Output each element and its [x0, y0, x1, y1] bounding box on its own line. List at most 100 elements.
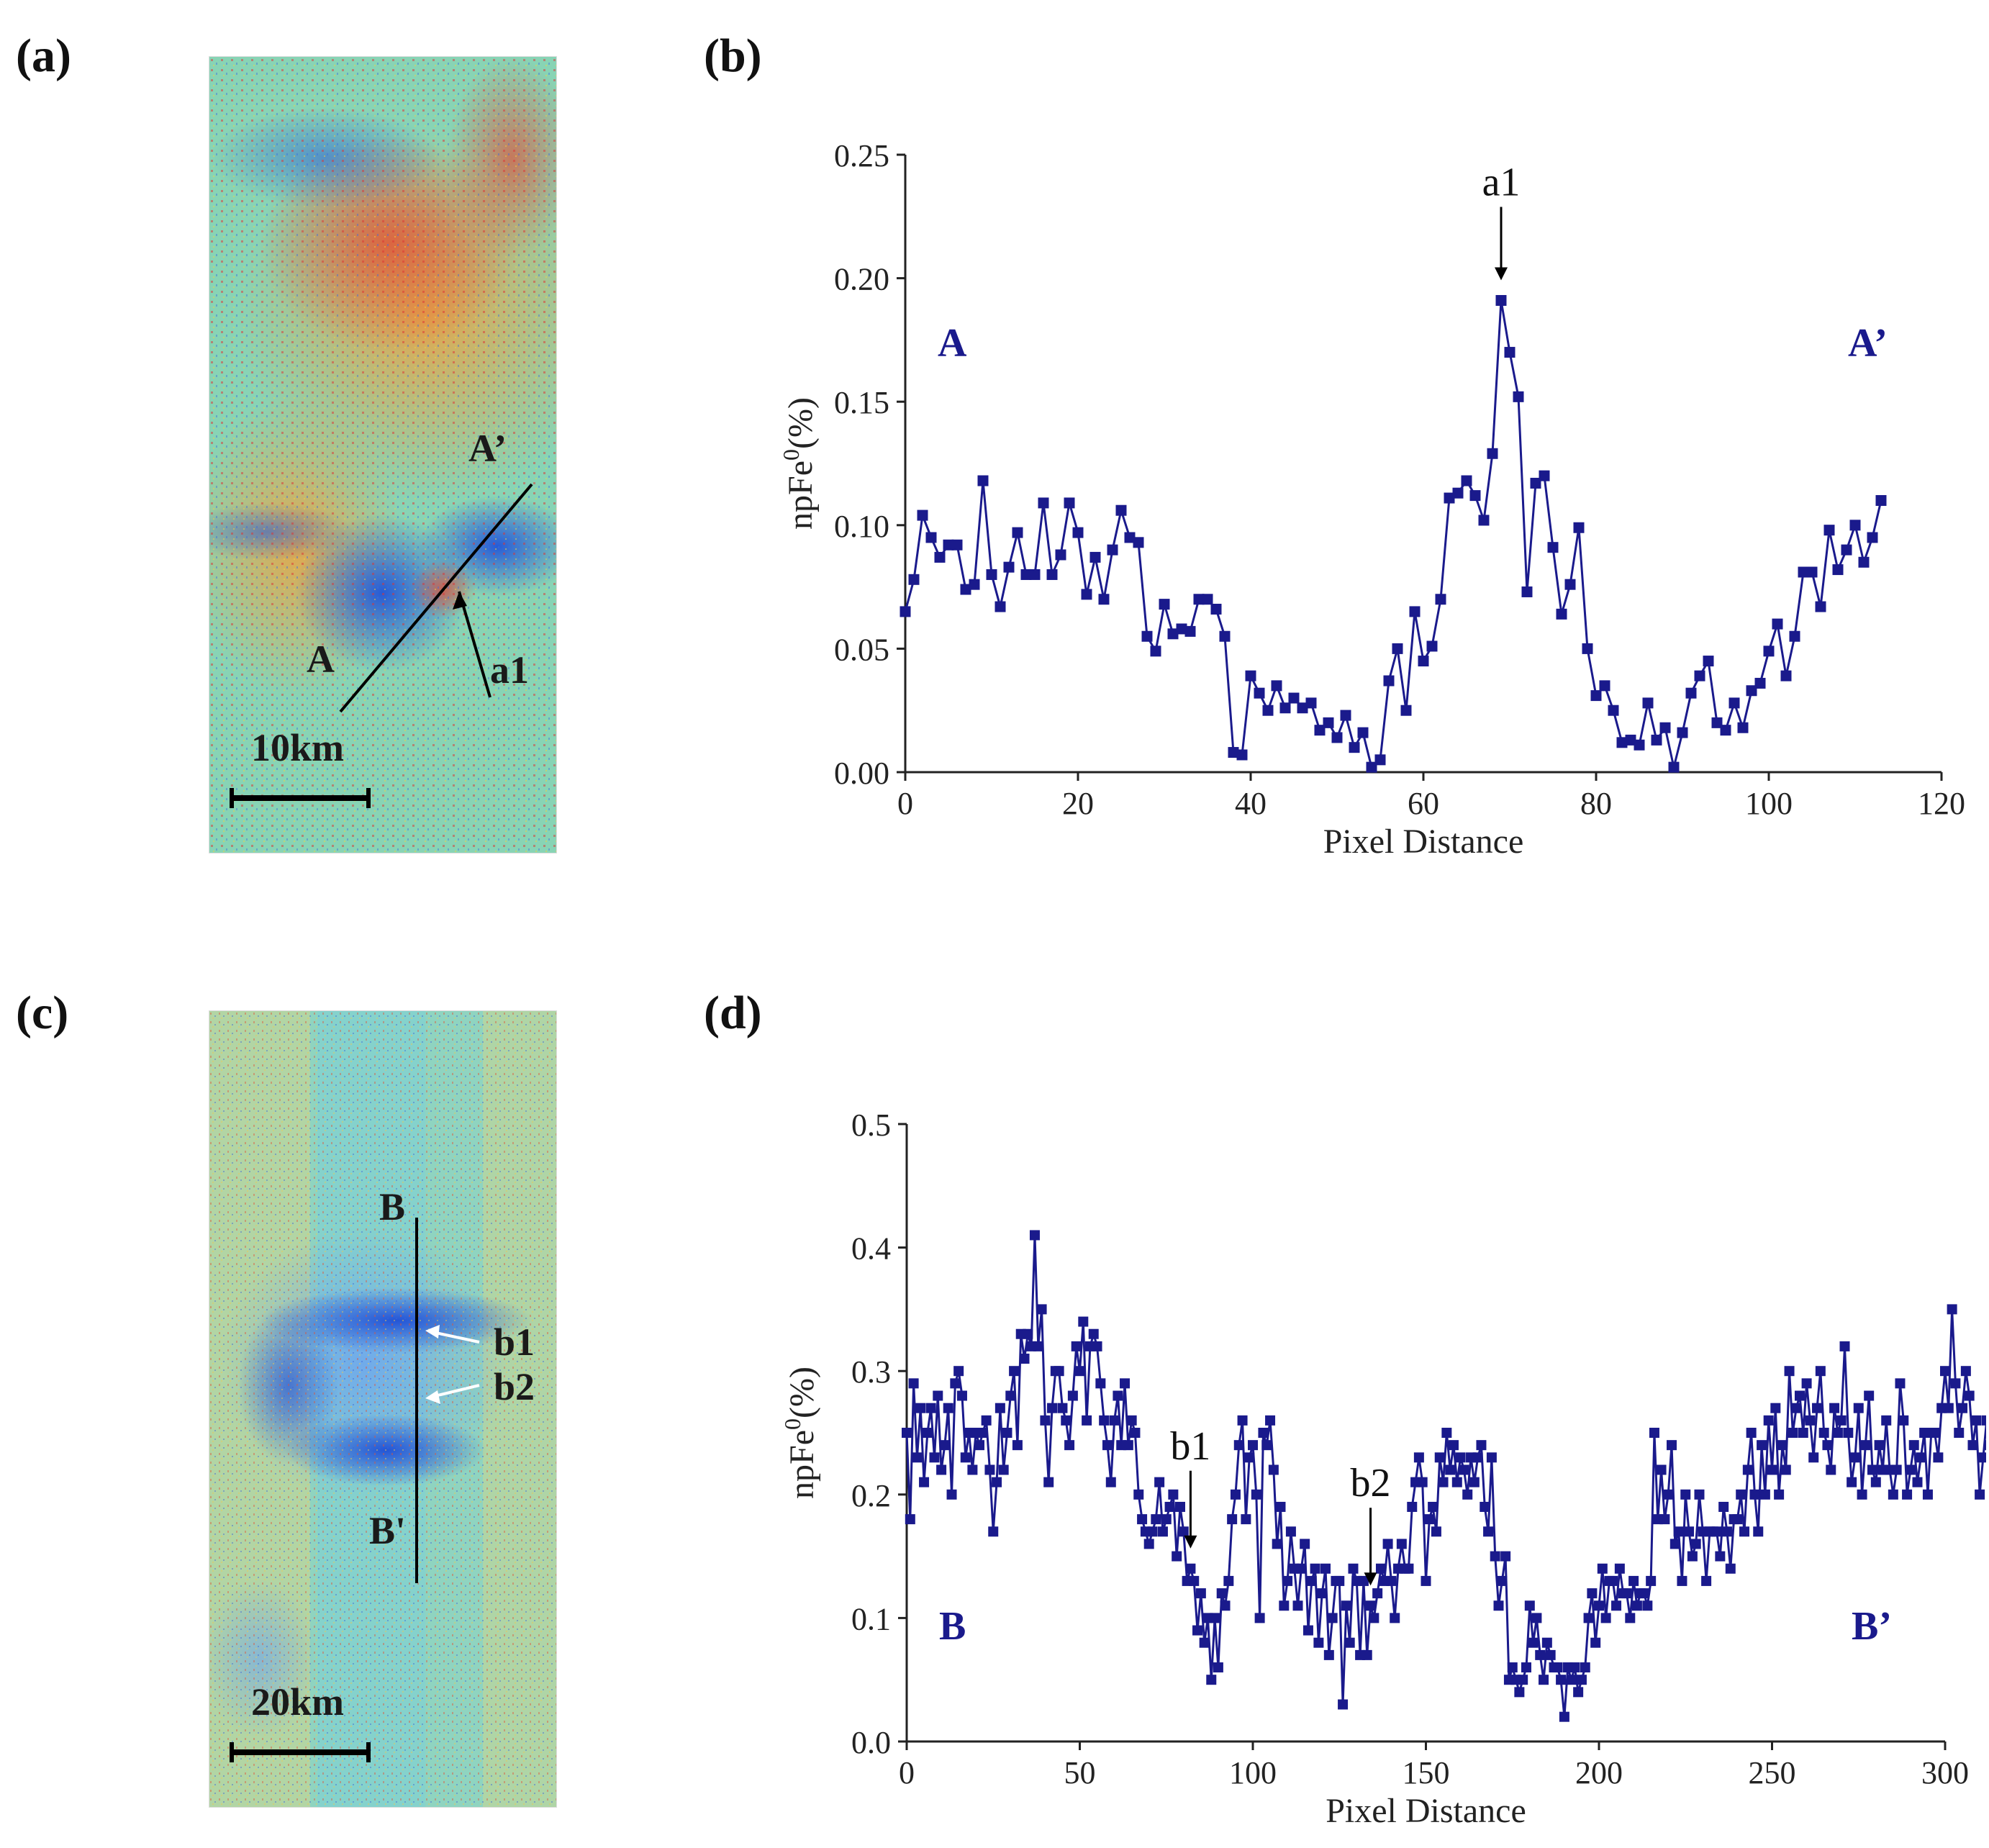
data-point	[1161, 1514, 1172, 1525]
data-point	[1099, 1415, 1110, 1426]
data-point	[1908, 1440, 1919, 1451]
data-point	[1812, 1403, 1823, 1413]
data-point	[1413, 1452, 1424, 1463]
data-point	[1271, 680, 1282, 692]
data-point	[1310, 1563, 1320, 1574]
data-point	[1262, 705, 1274, 716]
x-tick-label: 0	[899, 1755, 915, 1790]
data-point	[1184, 625, 1196, 637]
data-point	[1426, 640, 1438, 652]
data-point	[1841, 544, 1852, 556]
data-point	[1057, 1403, 1068, 1413]
data-point	[951, 539, 963, 551]
data-point	[1801, 1378, 1812, 1389]
data-point	[1323, 717, 1334, 728]
data-point	[1684, 1526, 1695, 1537]
data-point	[1055, 549, 1066, 561]
data-point	[1300, 1539, 1310, 1549]
data-point	[1847, 1477, 1857, 1487]
data-point	[1193, 594, 1205, 605]
data-point	[1950, 1378, 1961, 1389]
data-point	[1282, 1575, 1293, 1586]
data-point	[1033, 1341, 1043, 1351]
data-point	[1245, 670, 1256, 681]
data-point	[1753, 1526, 1764, 1537]
data-point	[1396, 1539, 1407, 1549]
data-point	[953, 1366, 964, 1377]
corner-label-start: B	[939, 1604, 966, 1649]
annotation-arrowhead	[1184, 1535, 1197, 1549]
data-point	[1448, 1440, 1459, 1451]
data-point	[1849, 520, 1861, 531]
data-point	[1438, 1477, 1449, 1487]
y-tick-label: 0.4	[851, 1231, 891, 1267]
data-point	[1806, 566, 1818, 578]
data-point	[1248, 1440, 1258, 1451]
data-point	[1071, 1341, 1082, 1351]
x-axis-label: Pixel Distance	[1323, 823, 1524, 861]
data-point	[936, 1464, 947, 1475]
data-point	[1047, 1403, 1058, 1413]
data-point	[1126, 1415, 1137, 1426]
data-point	[1228, 747, 1239, 758]
data-point	[1573, 1687, 1584, 1698]
y-tick-label: 0.05	[834, 632, 889, 667]
data-point	[1357, 727, 1369, 738]
data-point	[1334, 1575, 1345, 1586]
data-point	[1677, 1575, 1687, 1586]
data-point	[1922, 1489, 1933, 1500]
data-point	[1023, 1328, 1033, 1339]
data-point	[1667, 1440, 1677, 1451]
data-point	[1451, 1477, 1462, 1487]
data-point	[1306, 1575, 1317, 1586]
data-point	[902, 1428, 912, 1438]
data-point	[1275, 1501, 1286, 1512]
data-point	[981, 1415, 992, 1426]
map-c-start-label: B	[379, 1185, 405, 1228]
data-point	[925, 532, 937, 543]
data-point	[1960, 1366, 1971, 1377]
data-point	[1244, 1452, 1255, 1463]
data-point	[1061, 1415, 1071, 1426]
data-point	[1486, 1452, 1497, 1463]
data-point	[1826, 1464, 1836, 1475]
data-point	[1220, 1600, 1231, 1611]
data-point	[1383, 675, 1395, 687]
data-point	[1480, 1501, 1490, 1512]
data-point	[1867, 1464, 1877, 1475]
data-point	[1933, 1452, 1944, 1463]
data-point	[1358, 1575, 1369, 1586]
data-point	[925, 1403, 936, 1413]
data-point	[960, 584, 971, 595]
data-point	[1746, 1428, 1757, 1438]
data-point	[1576, 1675, 1587, 1685]
data-point	[1649, 1428, 1659, 1438]
data-point	[1327, 1613, 1338, 1623]
data-point	[1594, 1600, 1604, 1611]
data-point	[1082, 1415, 1092, 1426]
x-tick-label: 50	[1064, 1755, 1096, 1790]
data-point	[1172, 1551, 1182, 1562]
data-point	[1241, 1514, 1251, 1525]
data-point	[1279, 1600, 1290, 1611]
data-point	[1628, 1575, 1639, 1586]
data-point	[1392, 643, 1403, 654]
data-point	[1718, 1501, 1729, 1512]
data-point	[1539, 470, 1550, 481]
data-point	[1685, 687, 1697, 699]
x-tick-label: 200	[1575, 1755, 1623, 1790]
data-point	[1272, 1539, 1282, 1549]
data-point	[1441, 1428, 1452, 1438]
data-point	[1634, 739, 1645, 751]
data-point	[1092, 1341, 1102, 1351]
data-point	[1302, 1625, 1313, 1636]
data-point	[1687, 1551, 1698, 1562]
y-tick-label: 0.10	[834, 509, 889, 544]
data-point	[998, 1464, 1009, 1475]
data-point	[1038, 497, 1049, 509]
data-point	[1157, 1526, 1168, 1537]
data-point	[1268, 1464, 1279, 1475]
data-point	[1929, 1428, 1940, 1438]
data-point	[1452, 487, 1464, 499]
data-point	[1943, 1403, 1954, 1413]
